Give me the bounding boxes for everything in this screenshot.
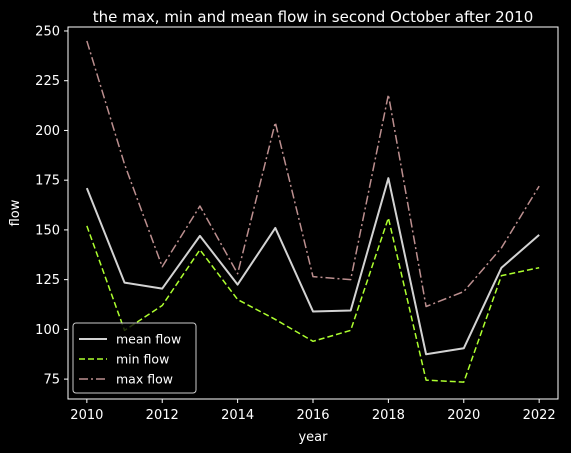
x-axis: 2010 2012 2014 2016 2018 2020 2022	[70, 399, 556, 423]
y-tick-label: 150	[35, 223, 60, 238]
y-tick-label: 250	[35, 24, 60, 39]
y-tick-label: 125	[35, 273, 60, 288]
legend-box	[72, 322, 197, 394]
series-layer	[85, 40, 540, 383]
legend: mean flow min flow max flow	[72, 322, 197, 394]
y-tick-label: 75	[43, 373, 60, 388]
y-axis: 75 100 125 150 175 200 225 250	[35, 24, 68, 388]
series-line-mean-flow	[85, 177, 540, 356]
x-tick-label: 2016	[296, 408, 329, 423]
series-line-max-flow	[86, 40, 540, 308]
x-tick-label: 2010	[70, 408, 103, 423]
series-line-min-flow	[86, 217, 540, 383]
x-axis-label: year	[298, 430, 328, 445]
y-axis-label: flow	[8, 199, 23, 226]
x-tick-label: 2012	[146, 408, 179, 423]
chart-title: the max, min and mean flow in second Oct…	[93, 8, 534, 26]
y-tick-label: 175	[35, 174, 60, 189]
y-tick-label: 100	[35, 323, 60, 338]
y-tick-label: 200	[35, 124, 60, 139]
x-tick-label: 2018	[372, 408, 405, 423]
legend-label: max flow	[116, 372, 173, 387]
x-tick-label: 2014	[221, 408, 254, 423]
y-tick-label: 225	[35, 74, 60, 89]
x-tick-label: 2022	[523, 408, 556, 423]
legend-label: min flow	[116, 352, 169, 367]
x-tick-label: 2020	[447, 408, 480, 423]
legend-label: mean flow	[116, 332, 181, 347]
